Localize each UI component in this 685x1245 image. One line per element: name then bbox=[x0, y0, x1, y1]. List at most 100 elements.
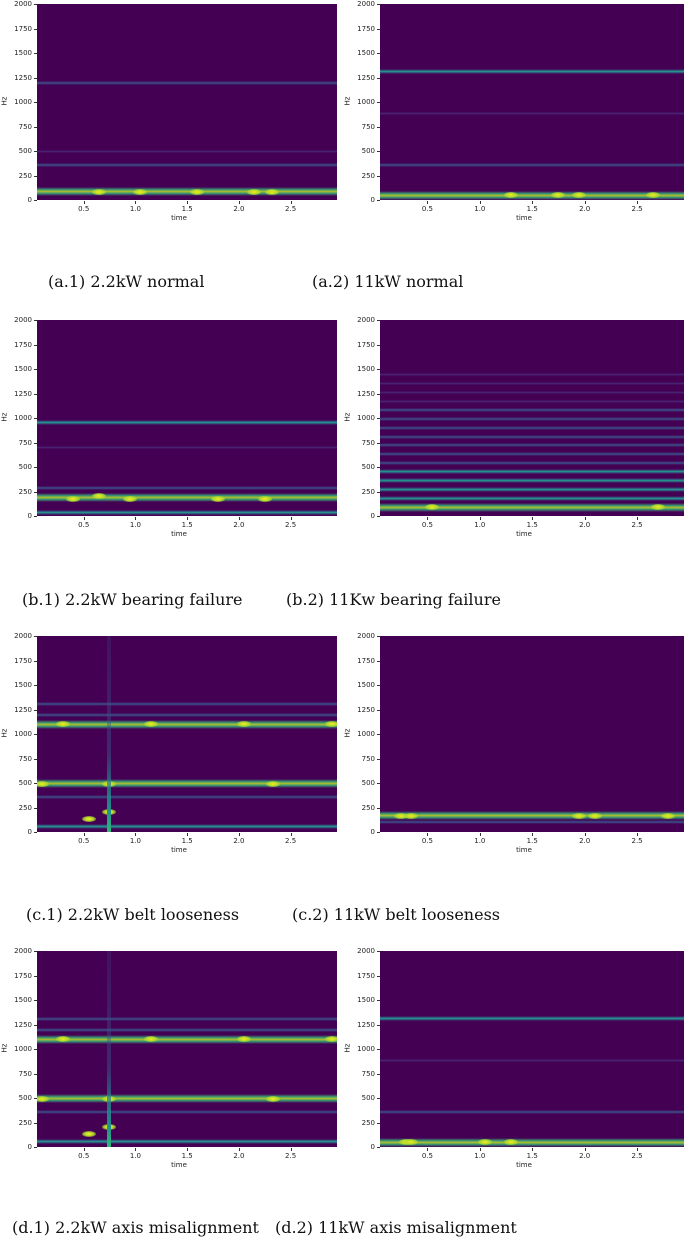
x-tick-label: 1.5 bbox=[177, 1148, 197, 1160]
y-tick-label: 2000 bbox=[4, 947, 37, 955]
y-tick-label: 2000 bbox=[4, 632, 37, 640]
y-tick-label: 1500 bbox=[4, 365, 37, 373]
y-tick-label: 250 bbox=[4, 488, 37, 496]
y-tick-label: 1500 bbox=[4, 681, 37, 689]
frequency-band bbox=[380, 820, 684, 825]
panel-caption: (d.2) 11kW axis misalignment bbox=[275, 1218, 517, 1237]
energy-hotspot bbox=[645, 192, 660, 199]
frequency-band bbox=[37, 1016, 337, 1021]
frequency-band bbox=[37, 1094, 337, 1104]
x-axis-label: time bbox=[171, 1161, 187, 1169]
x-tick-label: 1.0 bbox=[470, 201, 490, 213]
y-tick-label: 2000 bbox=[347, 316, 380, 324]
x-axis-label: time bbox=[516, 530, 532, 538]
energy-hotspot bbox=[37, 780, 50, 787]
y-tick-label: 1000 bbox=[347, 1045, 380, 1053]
x-tick-label: 2.0 bbox=[575, 517, 595, 529]
frequency-band bbox=[380, 1016, 684, 1022]
frequency-band bbox=[380, 373, 684, 377]
frequency-band bbox=[37, 492, 337, 502]
y-axis-label: Hz bbox=[0, 412, 9, 422]
y-tick-label: 750 bbox=[347, 755, 380, 763]
y-tick-label: 750 bbox=[4, 1070, 37, 1078]
y-tick-label: 0 bbox=[4, 828, 37, 836]
y-axis-label: Hz bbox=[0, 728, 9, 738]
panel-caption: (b.2) 11Kw bearing failure bbox=[286, 590, 501, 609]
frequency-band bbox=[380, 502, 684, 512]
y-tick-label: 2000 bbox=[4, 316, 37, 324]
frequency-band bbox=[37, 162, 337, 167]
y-tick-label: 1250 bbox=[347, 74, 380, 82]
y-tick-label: 750 bbox=[4, 439, 37, 447]
frequency-band bbox=[380, 425, 684, 430]
x-tick-label: 2.5 bbox=[627, 201, 647, 213]
energy-hotspot bbox=[133, 188, 148, 195]
y-tick-label: 750 bbox=[347, 123, 380, 131]
y-tick-label: 1000 bbox=[4, 98, 37, 106]
frequency-band bbox=[37, 150, 337, 154]
frequency-band bbox=[37, 719, 337, 729]
frequency-band bbox=[380, 469, 684, 475]
y-tick-label: 1750 bbox=[347, 25, 380, 33]
energy-hotspot bbox=[324, 1036, 337, 1043]
y-tick-label: 1000 bbox=[4, 1045, 37, 1053]
frequency-band bbox=[380, 391, 684, 395]
panel-caption: (b.1) 2.2kW bearing failure bbox=[22, 590, 243, 609]
y-tick-label: 1500 bbox=[4, 49, 37, 57]
frequency-band bbox=[37, 779, 337, 789]
y-tick-label: 0 bbox=[4, 196, 37, 204]
x-tick-label: 0.5 bbox=[417, 517, 437, 529]
frequency-band bbox=[37, 823, 337, 829]
y-tick-label: 1500 bbox=[347, 49, 380, 57]
energy-hotspot bbox=[265, 1095, 280, 1102]
y-tick-label: 250 bbox=[347, 804, 380, 812]
energy-hotspot bbox=[572, 192, 587, 199]
energy-hotspot bbox=[143, 721, 158, 728]
y-tick-label: 1750 bbox=[4, 657, 37, 665]
y-tick-label: 1250 bbox=[347, 706, 380, 714]
frequency-band bbox=[37, 510, 337, 516]
x-tick-label: 2.0 bbox=[229, 833, 249, 845]
energy-hotspot bbox=[264, 188, 279, 195]
y-tick-label: 500 bbox=[347, 779, 380, 787]
y-axis-label: Hz bbox=[343, 96, 352, 106]
y-tick-label: 250 bbox=[347, 488, 380, 496]
y-tick-label: 2000 bbox=[347, 947, 380, 955]
y-tick-label: 1250 bbox=[4, 1021, 37, 1029]
x-tick-label: 2.0 bbox=[229, 201, 249, 213]
x-tick-label: 1.0 bbox=[470, 517, 490, 529]
energy-hotspot bbox=[425, 504, 440, 511]
energy-hotspot bbox=[551, 192, 566, 199]
panel-caption: (c.2) 11kW belt looseness bbox=[292, 905, 500, 924]
y-tick-label: 1750 bbox=[4, 341, 37, 349]
frequency-band bbox=[380, 408, 684, 413]
y-tick-label: 1750 bbox=[347, 972, 380, 980]
x-tick-label: 1.5 bbox=[522, 1148, 542, 1160]
x-tick-label: 2.5 bbox=[627, 1148, 647, 1160]
spectrogram-plot bbox=[380, 636, 684, 832]
x-axis-label: time bbox=[516, 846, 532, 854]
y-tick-label: 1750 bbox=[347, 341, 380, 349]
x-axis-label: time bbox=[516, 1161, 532, 1169]
frequency-band bbox=[380, 811, 684, 821]
y-tick-label: 750 bbox=[4, 755, 37, 763]
spectrogram-plot bbox=[37, 636, 337, 832]
spectrogram-plot bbox=[380, 320, 684, 516]
y-tick-label: 500 bbox=[347, 1094, 380, 1102]
spectrogram-plot bbox=[380, 951, 684, 1147]
energy-hotspot bbox=[55, 1036, 70, 1043]
frequency-band bbox=[37, 81, 337, 86]
x-tick-label: 2.5 bbox=[627, 517, 647, 529]
energy-hotspot bbox=[211, 496, 226, 503]
x-tick-label: 2.0 bbox=[575, 1148, 595, 1160]
frequency-band bbox=[380, 382, 684, 386]
energy-hotspot bbox=[143, 1036, 158, 1043]
frequency-band bbox=[380, 69, 684, 75]
energy-hotspot bbox=[37, 1095, 50, 1102]
x-tick-label: 1.0 bbox=[470, 1148, 490, 1160]
y-axis-label: Hz bbox=[343, 1043, 352, 1053]
spectrogram-plot bbox=[37, 4, 337, 200]
x-axis-label: time bbox=[171, 846, 187, 854]
y-tick-label: 500 bbox=[4, 463, 37, 471]
y-tick-label: 750 bbox=[347, 1070, 380, 1078]
